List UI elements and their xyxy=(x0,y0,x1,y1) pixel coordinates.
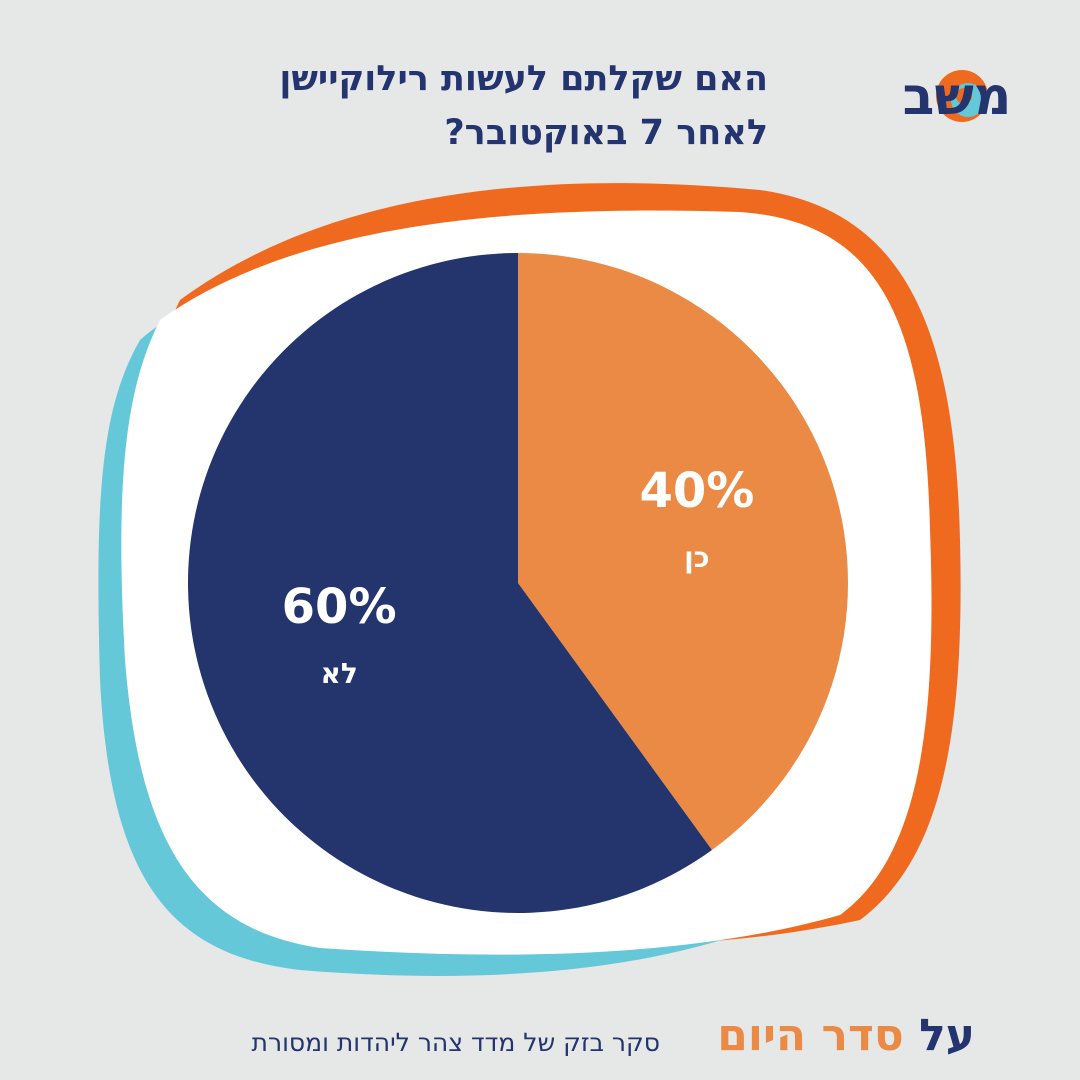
footer-brand: על סדר היום xyxy=(690,1010,975,1061)
footer-brand-part-b: סדר היום xyxy=(717,1010,904,1061)
logo-text: משב xyxy=(903,67,1012,127)
footer-survey-note: סקר בזק של מדד צהר ליהדות ומסורת xyxy=(251,1028,660,1057)
slice-category-label-1: לא xyxy=(320,657,357,690)
pie-chart: 40% כן 60% לא xyxy=(187,253,848,914)
pie-slice-0 xyxy=(518,253,848,850)
pie-slice-1 xyxy=(187,253,712,914)
slice-category-label-0: כן xyxy=(684,541,709,574)
logo-swirl-icon xyxy=(936,70,988,122)
slice-percent-label-1: 60% xyxy=(282,579,397,635)
title-line-1: האם שקלתם לעשות רילוקיישן xyxy=(279,59,768,99)
footer-brand-part-a: על xyxy=(919,1010,975,1061)
chart-title: האם שקלתם לעשות רילוקיישן לאחר 7 באוקטוב… xyxy=(180,52,780,160)
slice-percent-label-0: 40% xyxy=(639,463,754,519)
mashav-logo: משב xyxy=(903,67,1012,127)
title-line-2: לאחר 7 באוקטובר? xyxy=(444,113,768,153)
